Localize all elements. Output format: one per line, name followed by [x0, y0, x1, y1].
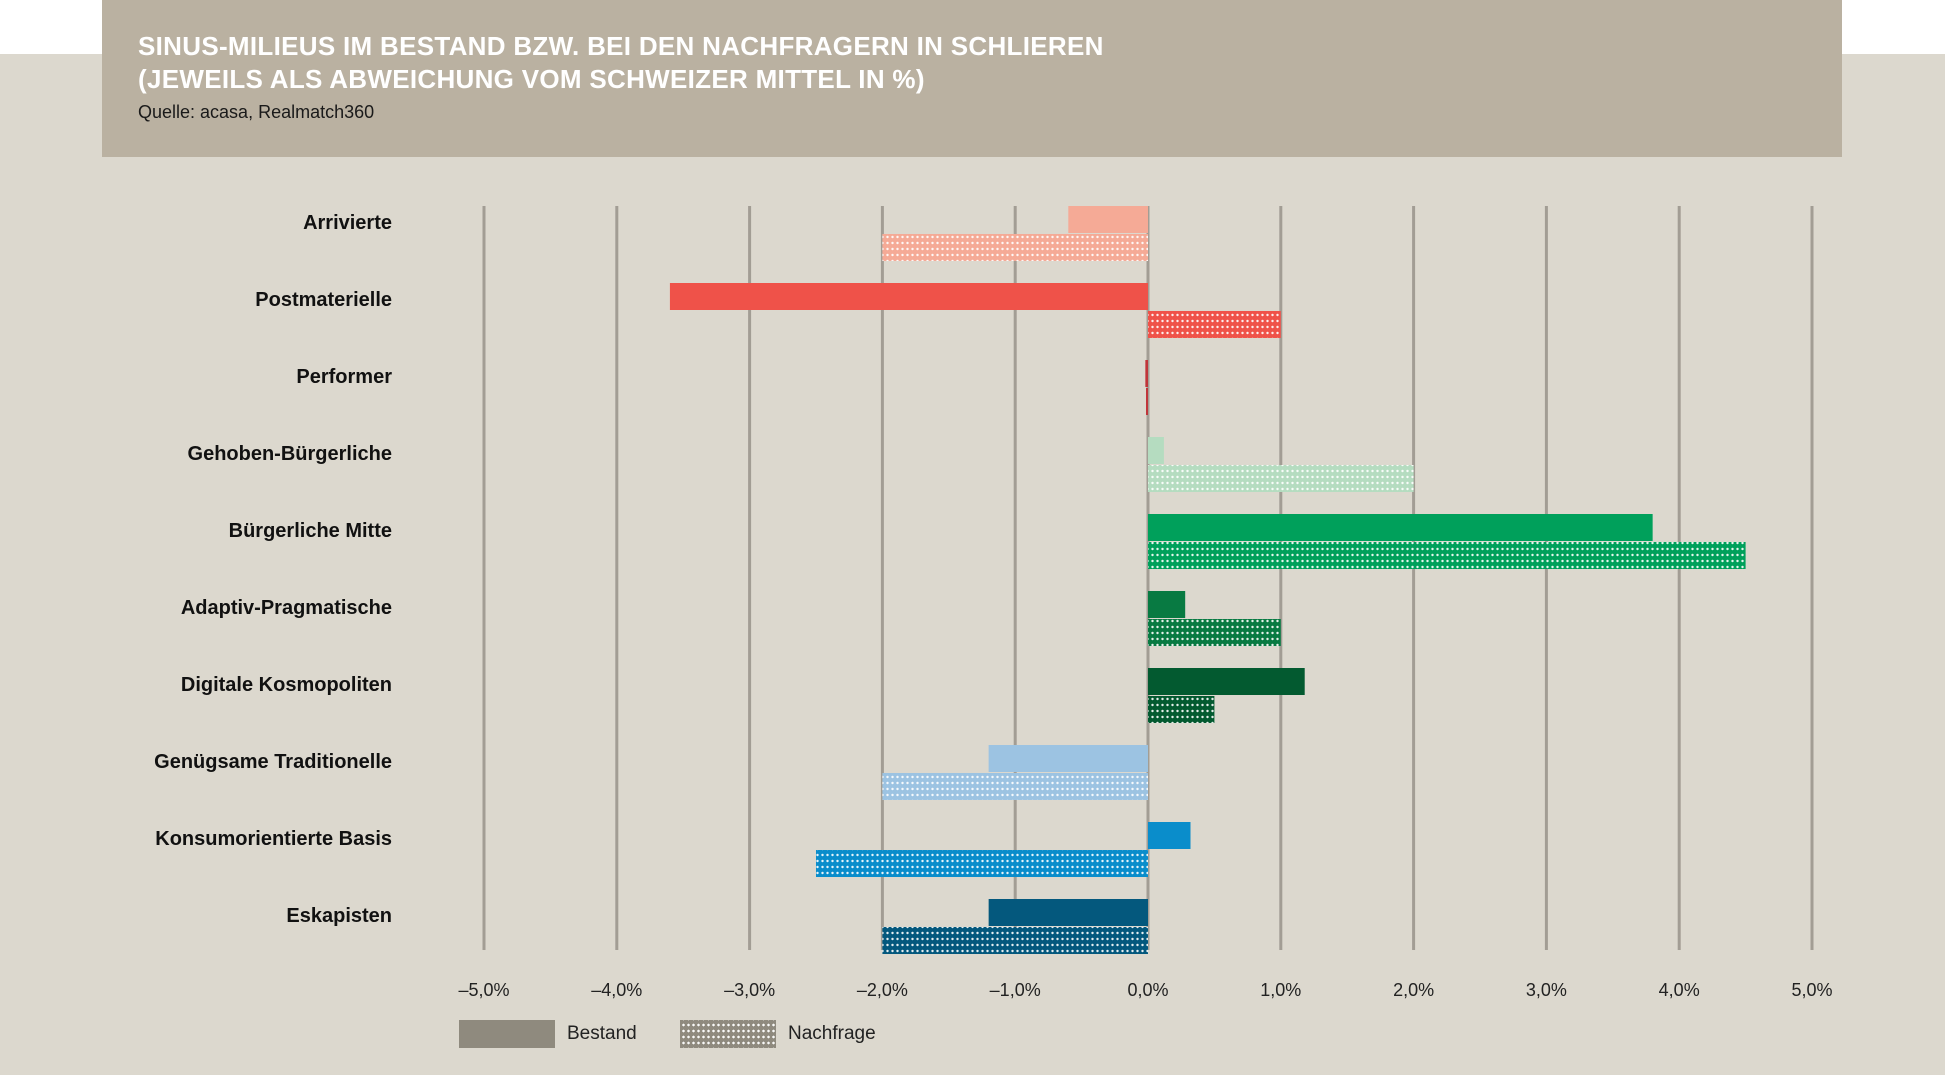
chart-title-line-1: SINUS-MILIEUS IM BESTAND BZW. BEI DEN NA… — [138, 31, 1104, 61]
bar-nachfrage-dot-pattern — [882, 927, 1148, 954]
category-label: Eskapisten — [286, 905, 392, 927]
x-tick-label: 3,0% — [1526, 980, 1567, 1000]
bar-bestand — [1148, 591, 1186, 618]
legend-swatch-nachfrage — [680, 1020, 776, 1048]
legend-label-nachfrage: Nachfrage — [788, 1023, 876, 1044]
bar-nachfrage-dot-pattern — [816, 850, 1148, 877]
x-tick-label: –1,0% — [990, 980, 1041, 1000]
bar-nachfrage-dot-pattern — [1148, 696, 1215, 723]
bar-nachfrage-dot-pattern — [1148, 619, 1281, 646]
x-tick-label: 0,0% — [1127, 980, 1168, 1000]
bar-bestand — [1148, 437, 1164, 464]
bar-nachfrage-dot-pattern — [1148, 311, 1281, 338]
x-tick-label: –5,0% — [458, 980, 509, 1000]
bar-bestand — [988, 745, 1148, 772]
bar-bestand — [1148, 514, 1653, 541]
bar-bestand — [1145, 360, 1148, 387]
chart-title: SINUS-MILIEUS IM BESTAND BZW. BEI DEN NA… — [138, 30, 1738, 96]
bar-nachfrage — [1146, 388, 1148, 415]
bars — [669, 206, 1746, 954]
bar-nachfrage-dot-pattern — [1148, 465, 1414, 492]
category-label: Performer — [296, 366, 392, 388]
x-tick-label: 5,0% — [1791, 980, 1832, 1000]
category-label: Konsumorientierte Basis — [155, 828, 392, 850]
bar-bestand — [1148, 668, 1305, 695]
x-tick-label: –2,0% — [857, 980, 908, 1000]
x-tick-label: 2,0% — [1393, 980, 1434, 1000]
legend-item-nachfrage: Nachfrage — [680, 1020, 876, 1048]
category-label: Gehoben-Bürgerliche — [188, 443, 392, 465]
bar-bestand — [1148, 822, 1191, 849]
legend-swatch-bestand — [459, 1020, 555, 1048]
category-label: Bürgerliche Mitte — [229, 520, 392, 542]
x-tick-label: –4,0% — [591, 980, 642, 1000]
category-label: Postmaterielle — [255, 289, 392, 311]
bar-nachfrage-dot-pattern — [882, 234, 1148, 261]
gridlines — [482, 206, 1814, 950]
bar-bestand — [669, 283, 1148, 310]
category-label: Adaptiv-Pragmatische — [181, 597, 392, 619]
x-tick-label: –3,0% — [724, 980, 775, 1000]
legend-label-bestand: Bestand — [567, 1023, 637, 1044]
bar-nachfrage-dot-pattern — [882, 773, 1148, 800]
category-labels: Arrivierte Postmaterielle Performer Gehoben… — [154, 212, 392, 927]
legend-item-bestand: Bestand — [459, 1020, 637, 1048]
bar-bestand — [1068, 206, 1148, 233]
bar-bestand — [988, 899, 1148, 926]
chart-source: Quelle: acasa, Realmatch360 — [138, 102, 375, 122]
x-tick-label: 4,0% — [1659, 980, 1700, 1000]
category-label: Digitale Kosmopoliten — [181, 674, 392, 696]
chart-title-line-2: (JEWEILS ALS ABWEICHUNG VOM SCHWEIZER MI… — [138, 64, 925, 94]
bar-nachfrage-dot-pattern — [1148, 542, 1746, 569]
category-label: Arrivierte — [303, 212, 392, 234]
x-axis-tick-labels: –5,0% –4,0% –3,0% –2,0% –1,0% 0,0% 1,0% 2,0% 3,0… — [458, 980, 1832, 1000]
x-tick-label: 1,0% — [1260, 980, 1301, 1000]
category-label: Genügsame Traditionelle — [154, 751, 392, 773]
chart-header: SINUS-MILIEUS IM BESTAND BZW. BEI DEN NA… — [102, 0, 1842, 157]
